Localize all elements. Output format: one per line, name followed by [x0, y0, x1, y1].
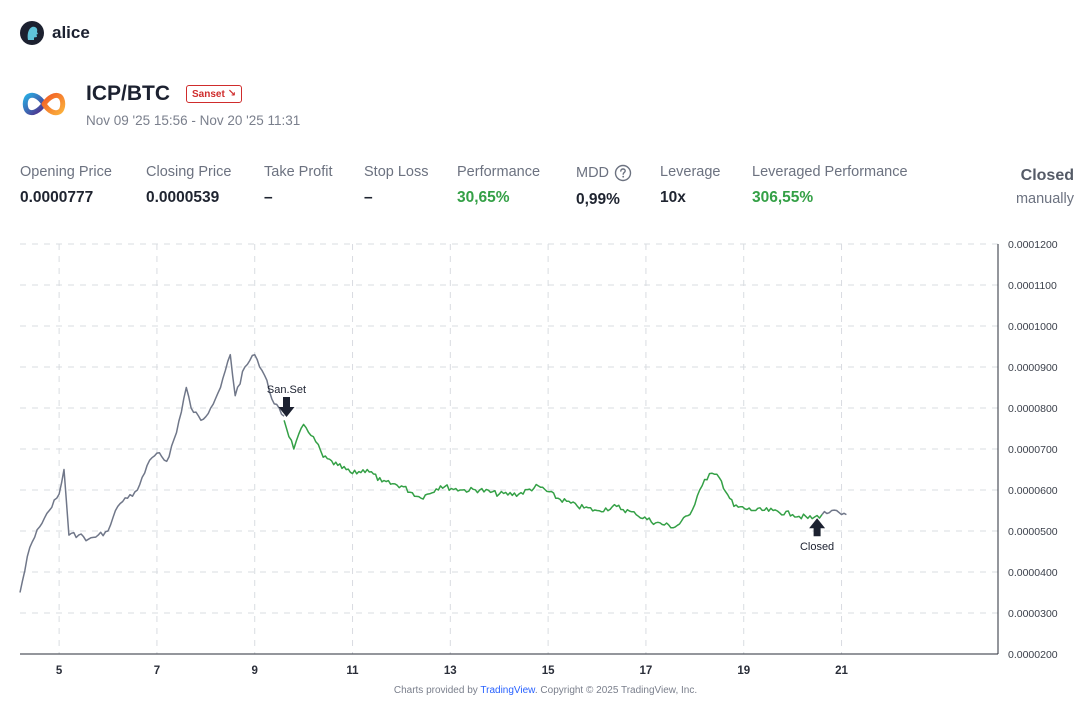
pair-header: ICP/BTC Sanset ↘ Nov 09 '25 15:56 - Nov …	[20, 82, 300, 128]
annotation-label: San.Set	[267, 384, 306, 396]
stat-opening-price: Opening Price 0.0000777	[20, 164, 112, 207]
arrow-down-right-icon: ↘	[227, 88, 237, 99]
x-tick-label: 7	[154, 665, 160, 677]
x-tick-label: 9	[252, 665, 258, 677]
x-tick-label: 13	[444, 665, 457, 677]
trade-status: Closed manually	[1016, 167, 1074, 207]
annotation-closed: Closed	[800, 518, 834, 553]
x-tick-label: 15	[542, 665, 555, 677]
stat-label: Leverage	[660, 164, 721, 180]
stat-leverage: Leverage 10x	[660, 164, 720, 207]
chart-credit: Charts provided by TradingView. Copyrigh…	[0, 685, 1091, 696]
brand-name: alice	[52, 23, 90, 42]
y-tick-label: 0.0001000	[1008, 321, 1058, 333]
stat-value: 0,99%	[576, 191, 620, 208]
credit-prefix: Charts provided by	[393, 685, 481, 696]
stat-performance: Performance 30,65%	[457, 164, 540, 207]
arrow-up-icon	[809, 518, 826, 537]
x-tick-label: 21	[835, 665, 848, 677]
stat-value: 0.0000539	[146, 189, 220, 206]
x-tick-label: 11	[346, 665, 359, 677]
stat-stop-loss: Stop Loss –	[364, 164, 429, 207]
credit-suffix: . Copyright © 2025 TradingView, Inc.	[534, 685, 698, 696]
stat-mdd: MDD 0,99%	[576, 164, 632, 209]
internet-computer-infinity-icon	[22, 92, 66, 116]
stat-value: 306,55%	[752, 189, 814, 206]
x-tick-label: 19	[737, 665, 750, 677]
y-tick-label: 0.0000800	[1008, 403, 1058, 415]
brand[interactable]: alice	[20, 21, 90, 45]
price-series-trade	[283, 420, 823, 529]
annotation-label: Closed	[800, 541, 834, 553]
stat-value: 0.0000777	[20, 189, 94, 206]
stat-value: –	[264, 189, 273, 206]
status-main: Closed	[1020, 167, 1074, 184]
x-tick-label: 17	[640, 665, 653, 677]
price-series-after_trade	[821, 509, 847, 516]
stat-value: 10x	[660, 189, 686, 206]
stat-take-profit: Take Profit –	[264, 164, 333, 207]
y-tick-label: 0.0000600	[1008, 485, 1058, 497]
y-tick-label: 0.0000500	[1008, 526, 1058, 538]
help-circle-icon[interactable]	[614, 164, 632, 182]
y-tick-label: 0.0000300	[1008, 608, 1058, 620]
stat-value: –	[364, 189, 373, 206]
stat-label: Performance	[457, 164, 541, 180]
stat-label: Opening Price	[20, 164, 112, 180]
arrow-down-icon	[278, 397, 295, 417]
stat-label: MDD	[576, 165, 610, 181]
price-chart[interactable]: San.Set Closed 0.0001200 0.0001100 0.000100…	[0, 240, 1091, 680]
stat-leveraged-performance: Leveraged Performance 306,55%	[752, 164, 908, 207]
price-series-before_trade	[19, 353, 285, 593]
y-tick-label: 0.0000200	[1008, 649, 1058, 661]
pair-title: ICP/BTC	[86, 82, 170, 105]
tradingview-link[interactable]: TradingView	[480, 685, 535, 696]
stat-label: Closing Price	[146, 164, 232, 180]
stat-label: Leveraged Performance	[752, 164, 908, 180]
trade-date-range: Nov 09 '25 15:56 - Nov 20 '25 11:31	[86, 113, 301, 128]
status-sub: manually	[1015, 191, 1074, 207]
annotation-sanset: San.Set	[267, 384, 306, 417]
y-tick-label: 0.0000700	[1008, 444, 1058, 456]
x-tick-label: 5	[56, 665, 63, 677]
y-tick-label: 0.0000400	[1008, 567, 1058, 579]
y-tick-label: 0.0001100	[1008, 280, 1057, 292]
badge-label: Sanset	[192, 88, 225, 100]
y-tick-label: 0.0001200	[1008, 240, 1058, 251]
stat-closing-price: Closing Price 0.0000539	[146, 164, 231, 207]
alice-head-icon	[20, 21, 44, 45]
stat-label: Take Profit	[264, 164, 333, 180]
stat-label: Stop Loss	[364, 164, 429, 180]
sanset-badge[interactable]: Sanset ↘	[186, 85, 243, 103]
stat-value: 30,65%	[457, 189, 510, 206]
y-tick-label: 0.0000900	[1008, 362, 1058, 374]
